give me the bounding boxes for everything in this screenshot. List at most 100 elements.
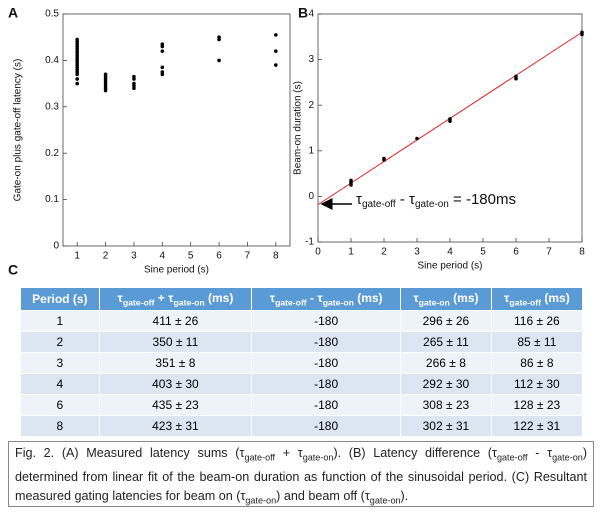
x-axis-label: Sine period (s) [417, 261, 482, 272]
table-cell: 435 ± 23 [98, 394, 253, 416]
text-part: - τ [306, 290, 323, 305]
text-part: τ [413, 290, 419, 305]
table-cell: 302 ± 31 [400, 415, 492, 437]
x-tick-label: 6 [216, 251, 222, 262]
table-cell: 122 ± 31 [490, 415, 584, 437]
table-cell: 265 ± 11 [400, 331, 492, 353]
table-cell: 85 ± 11 [490, 331, 584, 353]
text-part: ). (B) Latency difference (τ [333, 446, 497, 460]
text-part: + τ [154, 290, 174, 305]
table-cell: 112 ± 30 [490, 373, 584, 395]
table-cell: 116 ± 26 [490, 310, 584, 332]
table-cell: -180 [251, 352, 402, 374]
y-tick-label: 0 [53, 241, 59, 252]
plot-frame [317, 13, 583, 243]
x-tick-label: 7 [245, 251, 251, 262]
figure: A 1 2 3 4 5 6 7 8 0 0.1 0.2 0.3 0.4 0.5 Sine period (s)… [8, 5, 585, 278]
x-tick-label: 1 [74, 251, 80, 262]
table-cell: 2 [20, 331, 100, 353]
x-tick-label: 2 [103, 251, 109, 262]
table-cell: 3 [20, 352, 100, 374]
latency-table: Period (s) τgate-off + τgate-on (ms) τgate… [20, 287, 584, 437]
text-part: (ms) [541, 290, 570, 305]
x-tick-label: 5 [188, 251, 194, 262]
plot-frame [62, 13, 291, 247]
x-tick-label: 7 [546, 247, 552, 258]
header-cell: τgate-off (ms) [490, 287, 584, 311]
caption: Fig. 2. (A) Measured latency sums (τgate… [8, 441, 594, 507]
data-point [274, 49, 278, 53]
x-tick-label: 1 [348, 247, 354, 258]
text-part: + τ [275, 446, 303, 460]
subscript: gate-on [418, 297, 450, 308]
header-cell: τgate-on (ms) [400, 287, 492, 311]
subscript: gate-on [415, 199, 449, 210]
x-tick-label: 4 [447, 247, 453, 258]
table-cell: 403 ± 30 [98, 373, 253, 395]
table-cell: -180 [251, 373, 402, 395]
y-tick-label: 2 [308, 100, 314, 111]
text-part: - τ [396, 191, 415, 208]
table-row: 1 411 ± 26 -180 296 ± 26 116 ± 26 [20, 310, 584, 332]
x-tick-label: 5 [480, 247, 486, 258]
data-point [160, 65, 165, 70]
x-tick-label: 8 [273, 251, 279, 262]
header-cell: τgate-off + τgate-on (ms) [98, 287, 253, 311]
text-part: τ [356, 191, 362, 208]
text-part: τ [504, 290, 510, 305]
table-cell: 351 ± 8 [98, 352, 253, 374]
x-tick-label: 4 [160, 251, 166, 262]
table-cell: 8 [20, 415, 100, 437]
subscript: gate-on [322, 297, 354, 308]
table-cell: 308 ± 23 [400, 394, 492, 416]
subscript: gate-on [369, 495, 401, 506]
subscript: gate-off [122, 297, 155, 308]
subscript: gate-on [245, 495, 277, 506]
text-part: (ms) [449, 290, 479, 305]
data-point [580, 30, 584, 35]
x-tick-label: 3 [414, 247, 420, 258]
table-cell: 423 ± 31 [98, 415, 253, 437]
text-part: - τ [527, 446, 553, 460]
x-tick-label: 8 [579, 247, 585, 258]
y-tick-label: 0.4 [45, 55, 59, 66]
text-part: Fig. 2. (A) Measured latency sums (τ [15, 446, 245, 460]
y-tick-label: 0.5 [45, 9, 59, 20]
data-point [103, 88, 108, 93]
header-cell: Period (s) [20, 287, 100, 311]
data-point [274, 63, 278, 67]
data-point [274, 33, 278, 37]
data-point [132, 86, 136, 91]
y-tick-label: -1 [305, 237, 314, 248]
table-cell: 292 ± 30 [400, 373, 492, 395]
text-part: (ms) [353, 290, 383, 305]
data-point [75, 81, 79, 86]
data-point [75, 72, 79, 77]
text-part: = -180ms [449, 191, 516, 208]
data-point [160, 72, 165, 77]
subscript: gate-on [173, 297, 205, 308]
y-tick-label: 0.2 [45, 148, 59, 159]
table-row: 4 403 ± 30 -180 292 ± 30 112 ± 30 [20, 373, 584, 395]
x-tick-label: 6 [513, 247, 519, 258]
panel-label: C [8, 262, 18, 278]
table-cell: -180 [251, 415, 402, 437]
text-part: τ [117, 290, 123, 305]
text-part: Period (s) [32, 292, 88, 306]
subscript: gate-off [244, 452, 276, 463]
table-row: 8 423 ± 31 -180 302 ± 31 122 ± 31 [20, 415, 584, 437]
data-point [217, 37, 221, 42]
y-tick-label: 0 [308, 191, 314, 202]
table-cell: -180 [251, 331, 402, 353]
subscript: gate-on [552, 452, 583, 463]
table-cell: -180 [251, 394, 402, 416]
data-point [514, 74, 518, 79]
y-tick-label: 0.1 [45, 194, 59, 205]
subscript: gate-on [302, 452, 334, 463]
data-point [415, 136, 419, 141]
x-tick-label: 2 [381, 247, 387, 258]
x-tick-label: 3 [131, 251, 137, 262]
y-tick-label: 3 [308, 54, 314, 65]
text-part: τ [269, 290, 276, 305]
